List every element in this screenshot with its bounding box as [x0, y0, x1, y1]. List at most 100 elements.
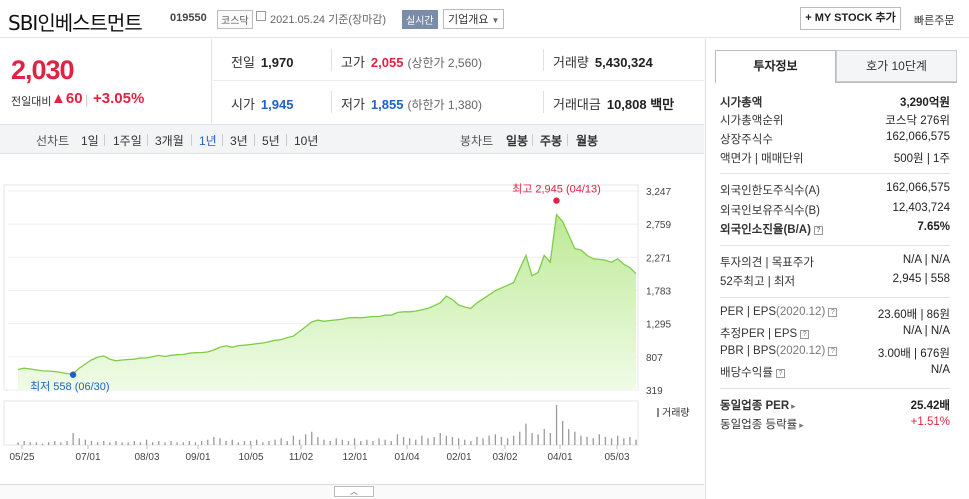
quick-order-link[interactable]: 빠른주문 [914, 15, 955, 27]
x-tick-label: 11/02 [289, 452, 314, 463]
info-row-sector-per[interactable]: 동일업종 PER ▸ 25.42배 [720, 397, 950, 415]
volume-bar [292, 435, 294, 445]
info-label: 배당수익률 [720, 367, 773, 379]
volume-bar [35, 442, 38, 445]
change-value: 60 [65, 90, 83, 107]
volume-bar [347, 441, 350, 445]
info-row-shares: 상장주식수 162,066,575 [720, 131, 950, 149]
volume-bar [225, 441, 227, 445]
tab-period-1w[interactable]: 1주일 [113, 134, 142, 148]
high-label: 고가 [341, 55, 365, 70]
company-info-dropdown[interactable]: 기업개요 ▼ [443, 9, 505, 29]
tab-period-10y[interactable]: 10년 [294, 134, 319, 148]
volume-bar [176, 442, 178, 445]
low-price: 저가 1,855 (하한가 1,380) [341, 94, 482, 113]
info-value: N/A [930, 364, 950, 376]
volume-bar [78, 438, 80, 445]
volume-bar [29, 442, 31, 445]
tab-period-1d[interactable]: 1일 [81, 134, 99, 148]
y-tick-label: 1,783 [646, 287, 671, 298]
upper-limit: (상한가 2,560) [407, 56, 482, 70]
realtime-button[interactable]: 실시간 [402, 10, 438, 29]
info-panel: 투자정보 호가 10단계 시가총액 3,290억원 시가총액순위 코스닥 276위 … [705, 39, 969, 499]
volume-bar [617, 435, 619, 445]
help-icon[interactable]: ? [775, 369, 785, 378]
volume-bar [121, 442, 123, 445]
help-icon[interactable]: ? [828, 308, 838, 317]
volume-bar [372, 441, 374, 445]
volume-bar [194, 442, 197, 445]
x-tick-label: 12/01 [342, 452, 367, 463]
volume-bar [207, 439, 209, 445]
price-area [18, 214, 636, 390]
volume-bar [470, 441, 472, 445]
info-label: 상장주식수 [720, 134, 773, 146]
tab-period-1y[interactable]: 1년 [199, 134, 217, 148]
help-icon[interactable]: ? [800, 330, 810, 339]
divider: | [85, 92, 89, 107]
tab-period-3m[interactable]: 3개월 [155, 134, 184, 148]
volume-bar [341, 439, 343, 445]
volume-bar [421, 435, 423, 445]
info-row-est-per: 추정PER | EPS? N/A | N/A [720, 325, 950, 343]
divider [567, 134, 568, 146]
chevron-down-icon: ▼ [491, 16, 500, 25]
tab-period-3y[interactable]: 3년 [230, 134, 248, 148]
tab-candle-weekly[interactable]: 주봉 [540, 134, 563, 148]
trade-amount: 거래대금 10,808 백만 [553, 94, 674, 113]
volume-bar [262, 442, 264, 445]
divider [532, 134, 533, 146]
volume-bar [317, 437, 319, 445]
info-row-sector-rate[interactable]: 동일업종 등락률 ▸ +1.51% [720, 416, 950, 434]
tab-candle-monthly[interactable]: 월봉 [576, 134, 599, 148]
info-value: 162,066,575 [886, 182, 950, 194]
volume-bar [286, 441, 288, 445]
help-icon[interactable]: ? [828, 347, 838, 356]
volume-bar [54, 441, 56, 445]
chevron-up-icon: ︿ [350, 487, 358, 496]
volume-bar [562, 421, 564, 445]
tab-investment-info[interactable]: 투자정보 [715, 50, 836, 82]
volume-bar [623, 438, 625, 445]
tab-period-5y[interactable]: 5년 [262, 134, 280, 148]
chart-tabs: 선차트 1일 1주일 3개월 1년 3년 5년 10년 봉차트 일봉 주봉 월봉 [0, 124, 704, 154]
volume-bar [145, 439, 148, 445]
volume-bar [243, 441, 246, 445]
help-icon[interactable]: ? [813, 226, 823, 235]
divider [286, 134, 287, 146]
volume-bar [555, 405, 558, 445]
tab-candle-daily[interactable]: 일봉 [506, 134, 529, 148]
volume-bar [219, 438, 221, 445]
price-chart[interactable]: 3,247 2,759 2,271 1,783 1,295 807 319 05/25 07/… [0, 155, 704, 485]
volume-bar [482, 438, 484, 445]
info-value: 3,290억원 [900, 97, 950, 109]
info-label: 외국인보유주식수(B) [720, 205, 820, 217]
tab-order-book[interactable]: 호가 10단계 [836, 50, 957, 82]
summary-row: 전일 1,970 고가 2,055 (상한가 2,560) 거래량 5,430,324 [213, 39, 704, 81]
chart-toggle-button[interactable]: ︿ [334, 486, 374, 497]
volume-bar [396, 434, 399, 445]
info-value: 7.65% [917, 221, 950, 233]
volume-bar [604, 437, 607, 445]
volume-bar [451, 437, 454, 445]
volume-value: 5,430,324 [594, 55, 653, 70]
x-tick-label: 05/25 [9, 452, 34, 463]
volume-bar [48, 442, 50, 445]
volume-bar [543, 429, 545, 445]
volume-bar [476, 437, 478, 445]
x-tick-label: 04/01 [547, 452, 572, 463]
info-sublabel: (2020.12) [776, 345, 826, 357]
amount-value: 10,808 백만 [606, 97, 675, 112]
info-row-cap-rank: 시가총액순위 코스닥 276위 [720, 112, 950, 130]
x-tick-label: 02/01 [446, 452, 471, 463]
info-value: N/A | N/A [902, 254, 950, 266]
add-mystock-button[interactable]: + MY STOCK 추가 [800, 7, 901, 30]
y-tick-label: 3,247 [646, 187, 671, 198]
volume-bar [103, 441, 105, 445]
info-row-foreign-own: 외국인보유주식수(B) 12,403,724 [720, 202, 950, 220]
volume-bar [256, 439, 258, 445]
volume-bar [519, 431, 521, 445]
volume-bar [464, 439, 466, 445]
divider [331, 91, 332, 113]
volume-bar [629, 437, 631, 445]
